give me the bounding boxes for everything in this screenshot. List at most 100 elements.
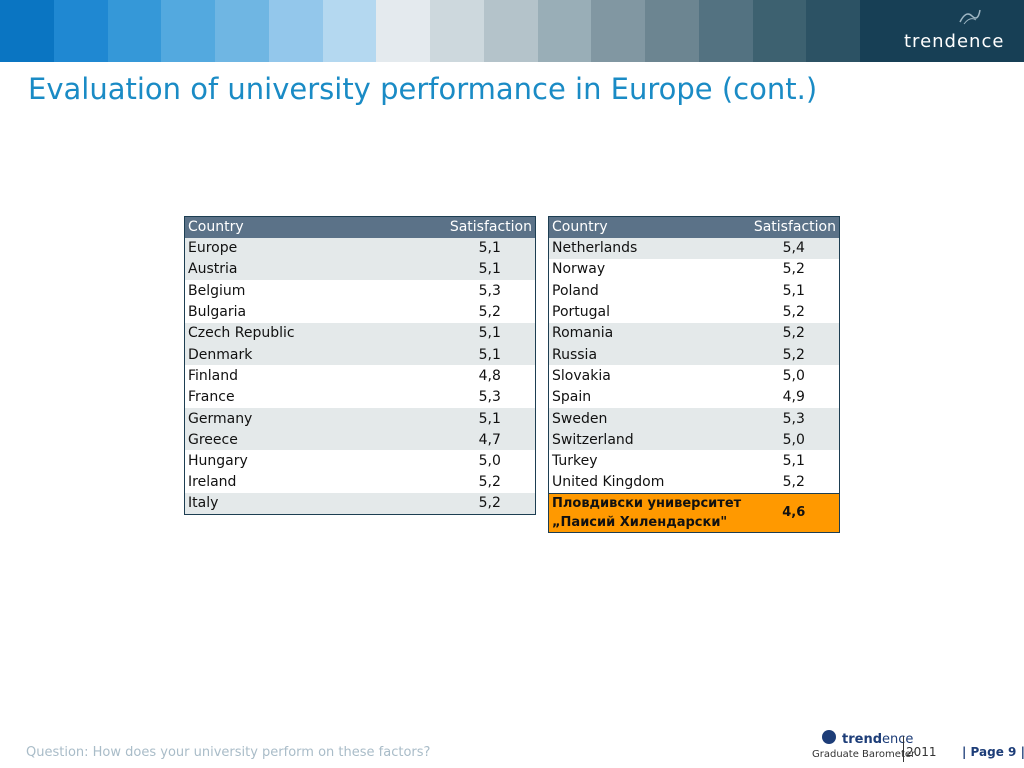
header-stripe-segment	[591, 0, 645, 62]
country-cell: Sweden	[548, 407, 749, 430]
satisfaction-cell: 5,2	[478, 474, 501, 491]
satisfaction-cell: 5,3	[478, 282, 501, 299]
country-cell: Spain	[552, 389, 592, 406]
highlight-name-line1: Пловдивски университет	[552, 495, 742, 511]
footer-logo: trendence Graduate Barometer	[812, 728, 915, 764]
satisfaction-cell: 5,1	[782, 282, 805, 299]
header-stripe	[0, 0, 1024, 62]
footer-brand-sub: Graduate Barometer	[812, 749, 916, 760]
country-cell: France	[188, 389, 235, 406]
country-cell: Bulgaria	[188, 304, 247, 321]
satisfaction-cell: 5,2	[444, 493, 536, 515]
satisfaction-cell: 4,7	[444, 429, 536, 451]
satisfaction-cell: 5,0	[478, 453, 501, 470]
footer-brand-rest: ence	[882, 732, 914, 747]
column-header-satisfaction: Satisfaction	[748, 216, 840, 238]
table-row: Slovakia 5,0	[549, 365, 840, 386]
satisfaction-table-left: Country Satisfaction Europe 5,1 Austria 5,1…	[184, 216, 536, 515]
header-stripe-segment	[752, 0, 807, 62]
satisfaction-cell: 5,2	[478, 304, 501, 321]
column-header-country: Country	[548, 216, 749, 238]
country-cell: Finland	[188, 367, 239, 384]
country-cell: Germany	[184, 407, 445, 430]
country-cell: Russia	[548, 343, 749, 366]
header-stripe-segment	[215, 0, 269, 62]
country-cell: Switzerland	[548, 429, 749, 451]
footer-brand-bold: trend	[842, 732, 883, 747]
header-stripe-segment	[483, 0, 538, 62]
table-row: Germany 5,1	[184, 407, 536, 430]
table-row: France 5,3	[185, 387, 536, 408]
header-stripe-segment	[430, 0, 484, 62]
question-footnote: Question: How does your university perfo…	[26, 745, 431, 760]
table-row: Norway 5,2	[549, 259, 840, 280]
country-cell: Hungary	[188, 453, 248, 470]
table-row: Denmark 5,1	[184, 343, 536, 366]
footer-brand: trendence	[842, 732, 913, 747]
header-stripe-segment	[268, 0, 323, 62]
country-cell: Europe	[184, 237, 445, 259]
satisfaction-table-right: Country Satisfaction Netherlands 5,4 Norwa…	[548, 216, 840, 533]
header-stripe-segment	[698, 0, 753, 62]
country-cell: Czech Republic	[184, 322, 445, 344]
table-row: Romania 5,2	[548, 322, 840, 344]
highlight-row: Пловдивски университет „Паисий Хилендарск…	[548, 492, 840, 533]
table-row: Czech Republic 5,1	[184, 322, 536, 344]
satisfaction-cell: 5,4	[748, 237, 840, 259]
footer-divider	[903, 736, 904, 762]
satisfaction-cell: 4,9	[782, 389, 805, 406]
country-cell: Romania	[548, 322, 749, 344]
header-stripe-segment	[376, 0, 430, 62]
satisfaction-cell: 5,2	[782, 474, 805, 491]
table-header-row: Country Satisfaction	[184, 216, 536, 238]
table-row: Finland 4,8	[185, 365, 536, 386]
country-cell: Poland	[552, 282, 599, 299]
table-row: United Kingdom 5,2	[549, 472, 840, 493]
country-cell: Austria	[184, 258, 445, 281]
logo-mark-icon	[959, 9, 981, 25]
satisfaction-cell: 5,1	[444, 258, 536, 281]
satisfaction-cell: 5,1	[444, 407, 536, 430]
satisfaction-cell: 5,1	[444, 343, 536, 366]
footer-year: 2011	[906, 745, 937, 759]
table-row: Belgium 5,3	[185, 280, 536, 301]
header-stripe-segment	[537, 0, 592, 62]
table-row: Italy 5,2	[184, 493, 536, 515]
satisfaction-cell: 5,2	[748, 343, 840, 366]
page-number: | Page 9 |	[962, 745, 1024, 759]
table-row: Ireland 5,2	[185, 472, 536, 493]
highlight-university-name: Пловдивски университет „Паисий Хилендарск…	[548, 492, 749, 533]
header-stripe-segment	[0, 0, 54, 62]
table-row: Spain 4,9	[549, 387, 840, 408]
header-stripe-segment	[645, 0, 699, 62]
satisfaction-cell: 5,1	[444, 237, 536, 259]
table-row: Greece 4,7	[184, 429, 536, 451]
country-cell: Denmark	[184, 343, 445, 366]
table-row: Netherlands 5,4	[548, 237, 840, 259]
country-cell: United Kingdom	[552, 474, 665, 491]
table-row: Sweden 5,3	[548, 407, 840, 430]
column-header-country: Country	[184, 216, 445, 238]
country-cell: Greece	[184, 429, 445, 451]
satisfaction-cell: 5,1	[444, 322, 536, 344]
country-cell: Netherlands	[548, 237, 749, 259]
country-cell: Slovakia	[552, 367, 611, 384]
satisfaction-cell: 5,2	[782, 304, 805, 321]
table-row: Switzerland 5,0	[548, 429, 840, 451]
country-cell: Turkey	[552, 453, 598, 470]
satisfaction-cell: 4,8	[478, 367, 501, 384]
brand-logo: trendence	[860, 0, 1024, 62]
highlight-satisfaction-value: 4,6	[748, 492, 840, 533]
header-stripe-segment	[53, 0, 108, 62]
country-cell: Norway	[552, 261, 606, 278]
satisfaction-cell: 5,3	[478, 389, 501, 406]
table-row: Bulgaria 5,2	[185, 301, 536, 322]
country-cell: Belgium	[188, 282, 246, 299]
table-header-row: Country Satisfaction	[548, 216, 840, 238]
country-cell: Italy	[184, 493, 445, 515]
country-cell: Portugal	[552, 304, 610, 321]
header-stripe-segment	[161, 0, 215, 62]
country-cell: Ireland	[188, 474, 237, 491]
globe-icon	[822, 730, 836, 744]
table-row: Turkey 5,1	[549, 450, 840, 471]
